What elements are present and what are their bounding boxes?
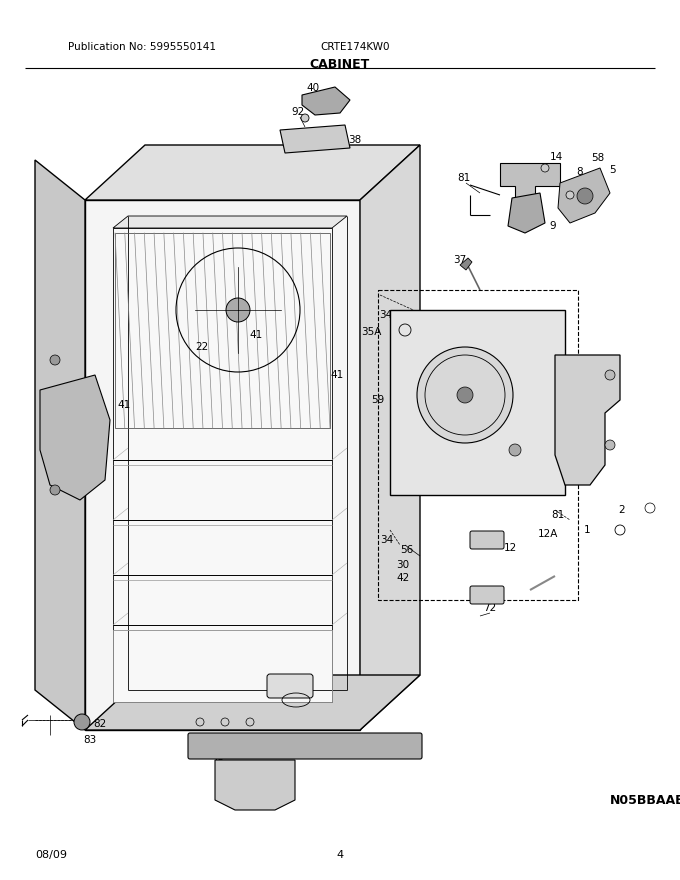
Polygon shape (500, 163, 560, 206)
Text: 8: 8 (524, 188, 530, 198)
Text: 82: 82 (93, 719, 107, 729)
Text: 34: 34 (379, 310, 392, 320)
Text: 43: 43 (211, 752, 224, 762)
Circle shape (301, 114, 309, 122)
Circle shape (566, 191, 574, 199)
Polygon shape (460, 258, 472, 270)
Polygon shape (280, 125, 350, 153)
Text: 72: 72 (483, 603, 496, 613)
Text: 36: 36 (392, 327, 405, 337)
Text: 38: 38 (348, 135, 362, 145)
Polygon shape (85, 145, 420, 200)
Text: CRTE174KW0: CRTE174KW0 (320, 42, 390, 52)
FancyBboxPatch shape (188, 733, 422, 759)
Text: N05BBAABA30: N05BBAABA30 (610, 794, 680, 806)
Text: 8: 8 (577, 167, 583, 177)
Text: 34: 34 (380, 535, 394, 545)
Polygon shape (113, 228, 332, 702)
FancyBboxPatch shape (470, 471, 504, 489)
Text: 58: 58 (592, 153, 605, 163)
Text: 1: 1 (583, 525, 590, 535)
Text: 56: 56 (401, 545, 413, 555)
Circle shape (50, 355, 60, 365)
Circle shape (605, 440, 615, 450)
Text: 41: 41 (118, 400, 131, 410)
Text: 59: 59 (403, 363, 417, 373)
Text: 35A: 35A (361, 327, 381, 337)
Polygon shape (215, 760, 295, 810)
Text: 41: 41 (330, 370, 343, 380)
Text: 22: 22 (195, 342, 209, 352)
FancyBboxPatch shape (470, 586, 504, 604)
Polygon shape (35, 160, 85, 730)
Circle shape (605, 370, 615, 380)
Text: 9: 9 (549, 221, 556, 231)
Text: 11: 11 (579, 393, 593, 403)
Text: 12: 12 (503, 543, 517, 553)
Text: 4: 4 (449, 462, 456, 472)
Text: 35: 35 (399, 345, 413, 355)
Text: 92: 92 (291, 107, 305, 117)
FancyBboxPatch shape (267, 674, 313, 698)
Text: 08/09: 08/09 (35, 850, 67, 860)
Polygon shape (85, 675, 420, 730)
Text: 12A: 12A (538, 529, 558, 539)
Text: 13: 13 (526, 208, 540, 218)
Polygon shape (302, 87, 350, 115)
Polygon shape (85, 200, 360, 730)
Text: 81: 81 (458, 173, 471, 183)
Text: 21C: 21C (218, 775, 238, 785)
Text: 81: 81 (551, 510, 564, 520)
Text: 5: 5 (609, 165, 615, 175)
Text: 42: 42 (396, 573, 409, 583)
Text: 41: 41 (250, 330, 262, 340)
Polygon shape (390, 310, 565, 495)
Polygon shape (360, 145, 420, 730)
Text: Publication No: 5995550141: Publication No: 5995550141 (68, 42, 216, 52)
Polygon shape (113, 216, 347, 228)
Text: 21C: 21C (268, 747, 288, 757)
Text: 58: 58 (428, 450, 441, 460)
FancyBboxPatch shape (233, 770, 272, 794)
Circle shape (50, 485, 60, 495)
Circle shape (417, 347, 513, 443)
Polygon shape (40, 375, 110, 500)
Text: 30: 30 (396, 560, 409, 570)
Text: 59: 59 (371, 395, 385, 405)
Circle shape (509, 444, 521, 456)
Circle shape (541, 164, 549, 172)
Text: 10: 10 (439, 320, 452, 330)
Text: 37: 37 (454, 255, 466, 265)
Text: 40: 40 (307, 83, 320, 93)
Polygon shape (555, 355, 620, 485)
Circle shape (577, 188, 593, 204)
Text: 4: 4 (337, 850, 343, 860)
FancyBboxPatch shape (470, 531, 504, 549)
Text: CABINET: CABINET (310, 58, 370, 71)
Text: 14: 14 (549, 152, 562, 162)
Text: 2: 2 (619, 505, 626, 515)
Polygon shape (508, 193, 545, 233)
Polygon shape (558, 168, 610, 223)
Circle shape (226, 298, 250, 322)
Text: 83: 83 (84, 735, 97, 745)
Circle shape (457, 387, 473, 403)
Polygon shape (128, 216, 347, 690)
Circle shape (74, 714, 90, 730)
